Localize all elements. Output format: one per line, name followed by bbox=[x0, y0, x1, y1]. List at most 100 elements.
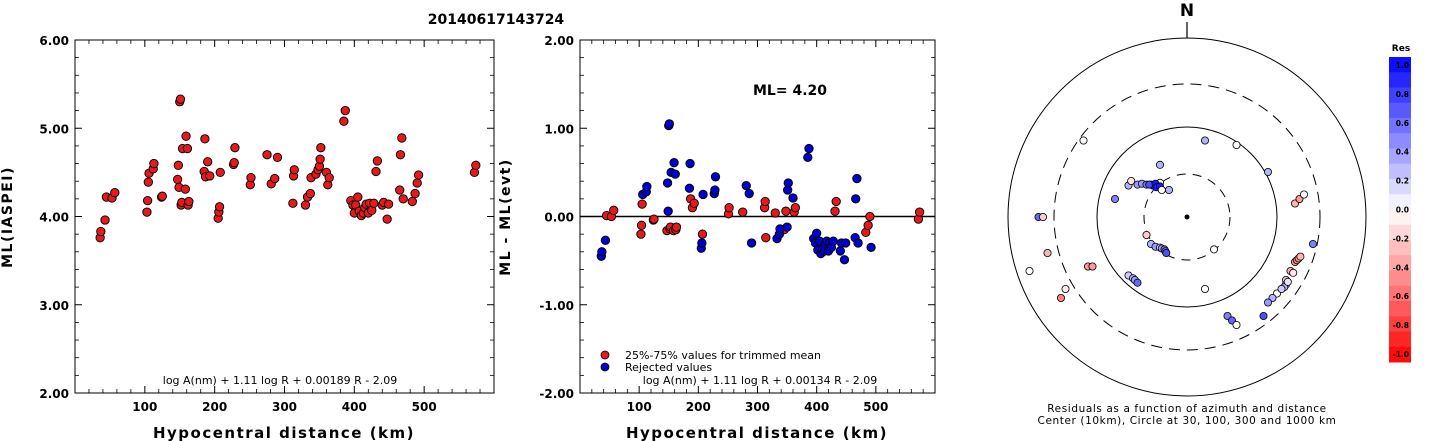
station-point bbox=[1157, 185, 1166, 194]
data-point bbox=[852, 173, 862, 184]
y-tick-label: 4.00 bbox=[39, 211, 69, 225]
x-tick-label: 200 bbox=[686, 400, 711, 414]
data-point bbox=[649, 214, 659, 224]
colorbar-tick-label: 0.4 bbox=[1396, 148, 1409, 157]
y-tick-label: 2.00 bbox=[39, 387, 69, 401]
data-point bbox=[270, 173, 280, 184]
colorbar-cell bbox=[1389, 87, 1411, 104]
plot-frame bbox=[74, 39, 495, 394]
colorbar-tick-label: -0.4 bbox=[1393, 263, 1409, 272]
colorbar-cell bbox=[1389, 346, 1411, 363]
data-point bbox=[831, 196, 841, 207]
data-point bbox=[100, 215, 110, 225]
data-point bbox=[746, 238, 757, 248]
data-point bbox=[289, 165, 299, 175]
colorbar-cell bbox=[1389, 240, 1411, 256]
data-point bbox=[371, 166, 381, 177]
station-point bbox=[1283, 277, 1292, 286]
data-point bbox=[670, 169, 680, 179]
residual-colorbar: Res 1.0 0.8 0.6 0.4 0.2 0.0 -0.2 -0.4 -0.6 -0.8 -1… bbox=[1389, 44, 1411, 363]
data-point bbox=[200, 134, 210, 144]
colorbar-cell bbox=[1389, 72, 1411, 88]
colorbar-tick-label: 0.0 bbox=[1396, 206, 1409, 215]
data-point bbox=[710, 185, 720, 195]
data-point bbox=[839, 255, 850, 265]
data-point bbox=[636, 229, 646, 239]
x-tick-label: 400 bbox=[342, 400, 367, 414]
data-point bbox=[835, 246, 845, 256]
data-point bbox=[412, 178, 422, 188]
data-point bbox=[770, 208, 780, 218]
colorbar-cell bbox=[1389, 285, 1411, 302]
colorbar-tick-label: 1.0 bbox=[1396, 61, 1409, 70]
tick-marks bbox=[75, 39, 494, 394]
data-point bbox=[110, 188, 120, 198]
y-tick-labels: -2.00 -1.00 0.00 1.00 2.00 bbox=[539, 34, 574, 401]
data-point bbox=[181, 131, 191, 141]
data-point bbox=[215, 167, 225, 178]
data-point bbox=[471, 160, 481, 170]
colorbar-cells bbox=[1389, 57, 1411, 363]
station-point bbox=[1289, 268, 1298, 277]
colorbar-tick-label: 0.2 bbox=[1396, 177, 1409, 186]
station-point bbox=[1210, 245, 1219, 254]
polar-caption-line-2: Center (10km), Circle at 30, 100, 300 an… bbox=[1038, 415, 1337, 427]
legend-label-trimmed-mean: 25%-75% values for trimmed mean bbox=[625, 349, 821, 362]
data-point bbox=[790, 203, 801, 213]
legend-marker-trimmed-mean bbox=[600, 350, 610, 360]
data-point bbox=[812, 228, 822, 238]
x-tick-label: 500 bbox=[863, 400, 888, 414]
data-point bbox=[914, 207, 925, 217]
data-point bbox=[741, 180, 751, 191]
formula-text: log A(nm) + 1.11 log R + 0.00189 R - 2.0… bbox=[163, 374, 397, 387]
colorbar-cell bbox=[1389, 163, 1411, 180]
data-point bbox=[214, 202, 225, 212]
y-axis-label: ML(IASPEI) bbox=[0, 166, 16, 268]
x-tick-label: 100 bbox=[627, 400, 652, 414]
y-tick-label: 6.00 bbox=[39, 34, 69, 48]
data-point bbox=[175, 94, 186, 104]
colorbar-cell bbox=[1389, 148, 1411, 165]
data-point bbox=[143, 177, 153, 187]
station-point bbox=[1133, 278, 1142, 287]
data-point bbox=[413, 170, 424, 180]
station-point bbox=[1025, 266, 1034, 275]
formula-text: log A(nm) + 1.11 log R + 0.00134 R - 2.0… bbox=[643, 374, 877, 387]
data-point bbox=[804, 143, 814, 154]
y-tick-labels: 2.00 3.00 4.00 5.00 6.00 bbox=[39, 34, 69, 401]
y-tick-label: -1.00 bbox=[539, 299, 574, 313]
tick-marks bbox=[580, 39, 935, 394]
data-point bbox=[246, 173, 256, 183]
data-point bbox=[663, 206, 673, 216]
station-point bbox=[1127, 176, 1136, 185]
colorbar-cell bbox=[1389, 118, 1411, 134]
data-point bbox=[142, 207, 152, 217]
colorbar-cell bbox=[1389, 133, 1411, 149]
data-point bbox=[698, 189, 708, 200]
colorbar-cell bbox=[1389, 316, 1411, 332]
data-point bbox=[760, 196, 770, 207]
data-point bbox=[866, 242, 876, 253]
x-axis-label: Hypocentral distance (km) bbox=[626, 424, 888, 441]
station-point bbox=[1201, 136, 1210, 145]
x-tick-labels: 100 200 300 400 500 bbox=[627, 400, 889, 414]
data-point bbox=[669, 158, 679, 168]
data-point bbox=[671, 222, 682, 232]
station-point bbox=[1061, 284, 1070, 293]
data-point bbox=[828, 236, 838, 246]
data-point bbox=[636, 220, 647, 230]
ring-100km bbox=[1096, 126, 1278, 308]
x-tick-label: 200 bbox=[202, 400, 227, 414]
ml-residual-panel: 100 200 300 400 500 -2.00 -1.00 0.00 1.00 2.00 M… bbox=[498, 34, 936, 441]
north-label: N bbox=[1180, 1, 1194, 21]
data-point bbox=[383, 199, 394, 209]
station-point bbox=[1043, 248, 1052, 257]
data-point bbox=[410, 188, 420, 199]
data-point bbox=[637, 199, 647, 209]
data-point bbox=[662, 178, 673, 188]
data-point bbox=[369, 198, 379, 208]
data-point bbox=[664, 119, 674, 129]
station-point bbox=[1165, 185, 1174, 194]
colorbar-cell bbox=[1389, 331, 1411, 348]
